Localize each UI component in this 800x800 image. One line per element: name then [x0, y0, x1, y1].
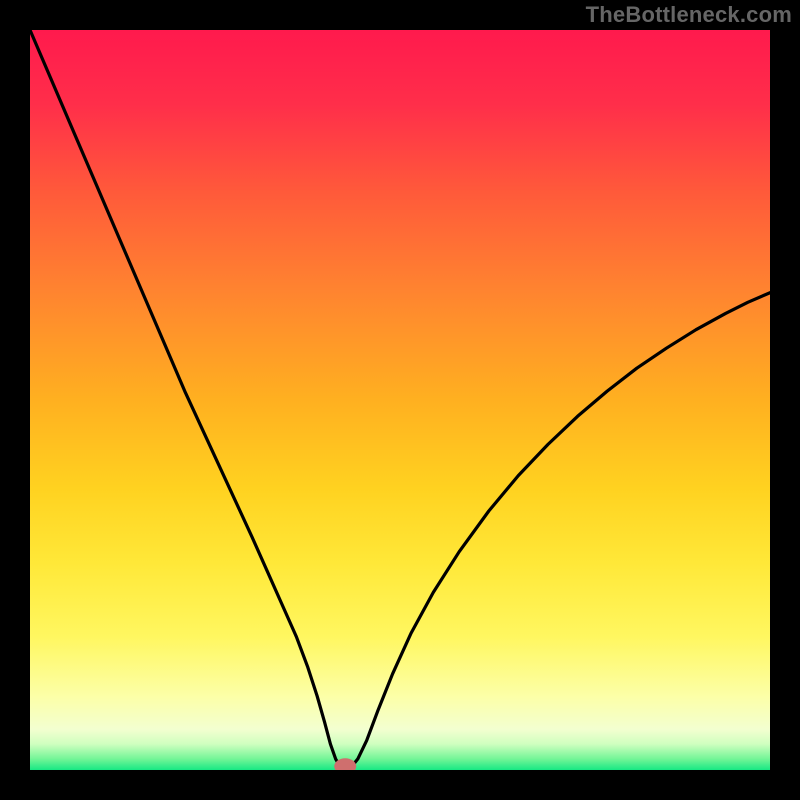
watermark-text: TheBottleneck.com [586, 2, 792, 28]
bottleneck-chart [0, 0, 800, 800]
chart-stage: TheBottleneck.com [0, 0, 800, 800]
